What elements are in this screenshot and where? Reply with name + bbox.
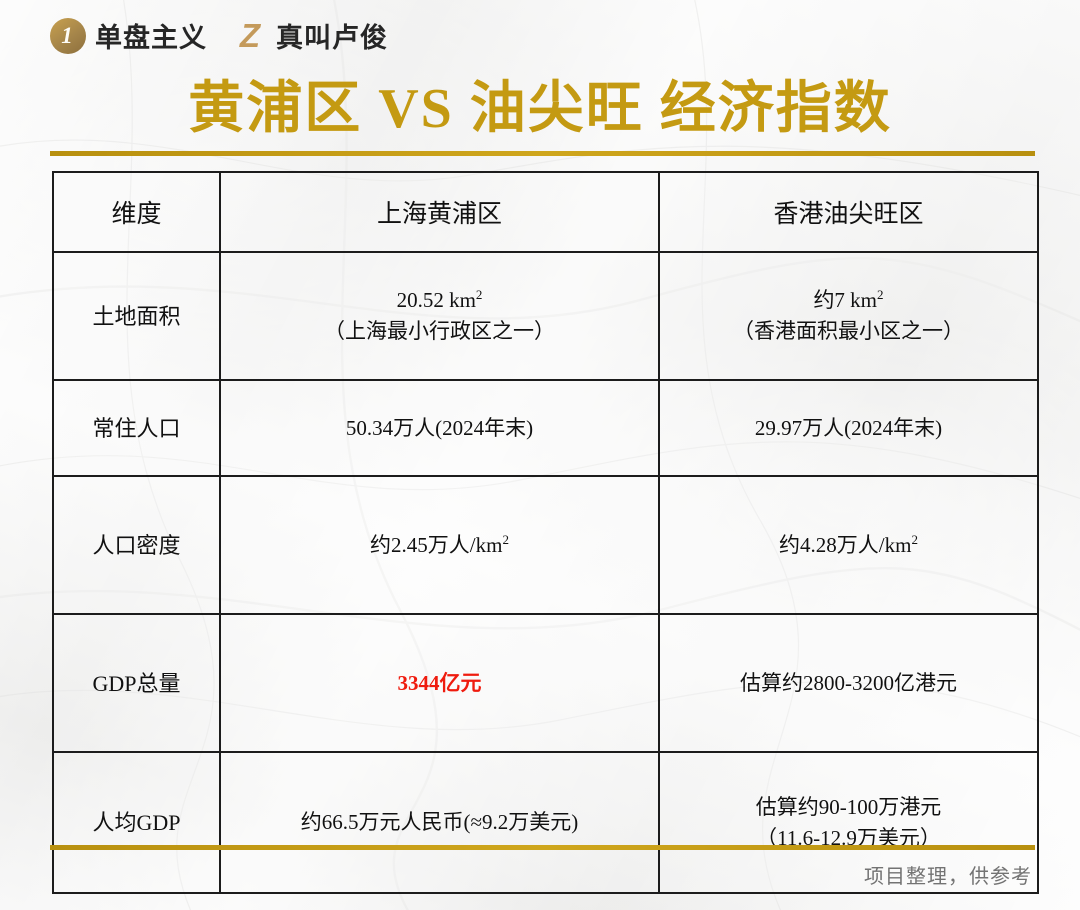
cell-line-primary: 约2.45万人/km2: [370, 531, 509, 557]
cell-hongkong-density: 约4.28万人/km2: [658, 475, 1039, 615]
row-label-land-area: 土地面积: [52, 251, 221, 381]
cell-hongkong-gdp-total: 估算约2800-3200亿港元: [658, 613, 1039, 753]
cell-line-primary: 估算约90-100万港元: [755, 794, 942, 819]
brand-name-label: 真叫卢俊: [276, 23, 388, 53]
cell-line-secondary: （上海最小行政区之一）: [324, 319, 555, 343]
cell-line-primary: 20.52 km2: [396, 287, 483, 312]
cell-line-primary: 估算约2800-3200亿港元: [740, 670, 957, 695]
column-header-hongkong: 香港油尖旺区: [658, 171, 1039, 253]
row-label-gdp-per-capita: 人均GDP: [52, 751, 221, 894]
table-header: 维度 上海黄浦区 香港油尖旺区: [52, 171, 1039, 253]
gold-divider-bottom: [50, 845, 1035, 850]
table-row: 土地面积 20.52 km2 （上海最小行政区之一） 约7 km2 （香港面积最…: [52, 251, 1039, 381]
cell-shanghai-land-area: 20.52 km2 （上海最小行政区之一）: [219, 251, 660, 381]
comparison-table: 维度 上海黄浦区 香港油尖旺区 土地面积 20.52 km2 （上海最小行政区之…: [52, 171, 1039, 894]
cell-line-primary: 29.97万人(2024年末): [754, 415, 943, 440]
cell-shanghai-gdp-total: 3344亿元: [219, 613, 660, 753]
brand-name-label: 单盘主义: [95, 23, 207, 53]
row-label-gdp-total: GDP总量: [52, 613, 221, 753]
table-body: 土地面积 20.52 km2 （上海最小行政区之一） 约7 km2 （香港面积最…: [52, 251, 1039, 894]
cell-hongkong-land-area: 约7 km2 （香港面积最小区之一）: [658, 251, 1039, 381]
cell-line-primary: 约66.5万元人民币(≈9.2万美元): [300, 810, 579, 834]
brand-danpanzhuyi[interactable]: 1 单盘主义: [50, 16, 207, 55]
brand-zhenjiaolujun[interactable]: Z 真叫卢俊: [233, 16, 388, 55]
row-label-population: 常住人口: [52, 379, 221, 477]
column-header-dimension: 维度: [52, 171, 221, 253]
brand-header: 1 单盘主义 Z 真叫卢俊: [50, 16, 388, 55]
cell-line-primary: 50.34万人(2024年末): [345, 415, 534, 440]
cell-line-primary: 约7 km2: [813, 287, 884, 312]
row-label-population-density: 人口密度: [52, 475, 221, 615]
table-row: 常住人口 50.34万人(2024年末) 29.97万人(2024年末): [52, 379, 1039, 477]
cell-line-primary: 约4.28万人/km2: [779, 531, 918, 557]
footer-note: 项目整理，供参考: [864, 866, 1032, 888]
cell-hongkong-population: 29.97万人(2024年末): [658, 379, 1039, 477]
table-row: GDP总量 3344亿元 估算约2800-3200亿港元: [52, 613, 1039, 753]
page-title: 黄浦区 VS 油尖旺 经济指数: [188, 78, 892, 140]
letter-z-logo-icon: Z: [239, 17, 261, 54]
table-header-row: 维度 上海黄浦区 香港油尖旺区: [52, 171, 1039, 253]
cell-shanghai-density: 约2.45万人/km2: [219, 475, 660, 615]
highlighted-value: 3344亿元: [397, 670, 482, 695]
comparison-table-container: 维度 上海黄浦区 香港油尖旺区 土地面积 20.52 km2 （上海最小行政区之…: [52, 171, 1039, 894]
gold-divider-top: [50, 151, 1035, 156]
table-row: 人口密度 约2.45万人/km2 约4.28万人/km2: [52, 475, 1039, 615]
circle-number-one-icon: 1: [50, 17, 86, 54]
cell-shanghai-population: 50.34万人(2024年末): [219, 379, 660, 477]
column-header-shanghai: 上海黄浦区: [219, 171, 660, 253]
cell-line-secondary: （香港面积最小区之一）: [733, 319, 964, 343]
cell-shanghai-gdp-per-capita: 约66.5万元人民币(≈9.2万美元): [219, 751, 660, 894]
